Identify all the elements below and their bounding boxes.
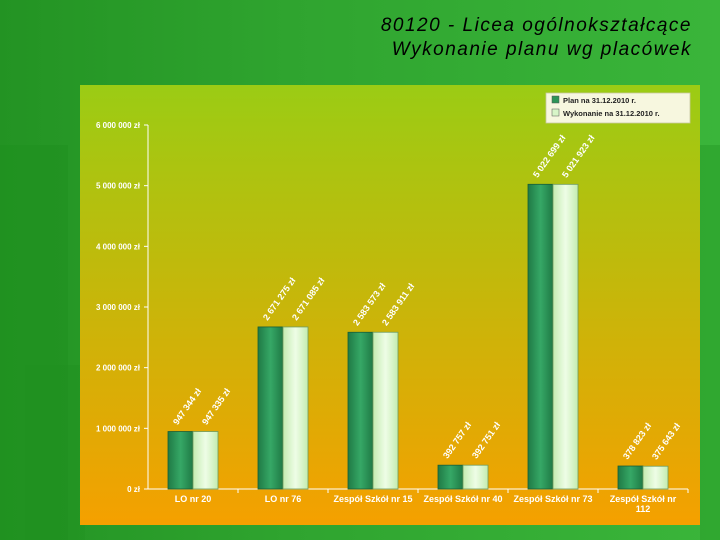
bar-plan bbox=[167, 431, 194, 490]
x-tick-label: Zespół Szkół nr 15 bbox=[333, 494, 412, 504]
y-tick-label: 2 000 000 zł bbox=[96, 364, 141, 373]
y-tick-label: 6 000 000 zł bbox=[96, 121, 141, 130]
y-tick-label: 4 000 000 zł bbox=[96, 242, 141, 251]
bar-wykonanie bbox=[372, 331, 399, 490]
x-tick-label: LO nr 20 bbox=[175, 494, 212, 504]
x-tick-label: Zespół Szkół nr 40 bbox=[423, 494, 502, 504]
bar-wykonanie bbox=[642, 465, 669, 490]
title-line-1: 80120 - Licea ogólnokształcące bbox=[380, 15, 692, 36]
bar-plan bbox=[257, 326, 284, 490]
legend-label-plan: Plan na 31.12.2010 r. bbox=[563, 96, 636, 105]
x-tick-label: Zespół Szkół nr 73 bbox=[513, 494, 592, 504]
background-stripe-bottom bbox=[25, 365, 85, 540]
legend-box bbox=[545, 92, 691, 124]
y-tick-label: 5 000 000 zł bbox=[96, 182, 141, 191]
bar-plan bbox=[527, 183, 554, 490]
bar-wykonanie bbox=[282, 326, 309, 490]
bar-chart: 0 zł 1 000 000 zł 2 000 000 zł 3 000 000 zł… bbox=[80, 85, 700, 525]
title-line-2: Wykonanie planu wg placówek bbox=[391, 39, 692, 60]
bar-wykonanie bbox=[552, 183, 579, 490]
bar-wykonanie bbox=[192, 431, 219, 490]
bar-plan bbox=[437, 464, 464, 490]
x-tick-label: 112 bbox=[636, 504, 651, 514]
bar-plan bbox=[347, 331, 374, 490]
background-stripe-left bbox=[0, 145, 68, 540]
x-tick-label: Zespół Szkół nr bbox=[610, 494, 677, 504]
legend-swatch-wykonanie bbox=[551, 108, 560, 117]
legend-label-wykonanie: Wykonanie na 31.12.2010 r. bbox=[563, 109, 660, 118]
background-stripe-right bbox=[700, 145, 720, 540]
y-tick-label: 1 000 000 zł bbox=[96, 424, 141, 433]
bar-plan bbox=[617, 465, 644, 490]
legend: Plan na 31.12.2010 r. Wykonanie na 31.12.… bbox=[545, 92, 691, 124]
x-tick-label: LO nr 76 bbox=[265, 494, 302, 504]
slide-title: 80120 - Licea ogólnokształcące Wykonanie… bbox=[381, 14, 692, 62]
y-tick-label: 0 zł bbox=[127, 485, 141, 494]
legend-swatch-plan bbox=[551, 95, 560, 104]
bar-wykonanie bbox=[462, 464, 489, 490]
y-tick-label: 3 000 000 zł bbox=[96, 303, 141, 312]
